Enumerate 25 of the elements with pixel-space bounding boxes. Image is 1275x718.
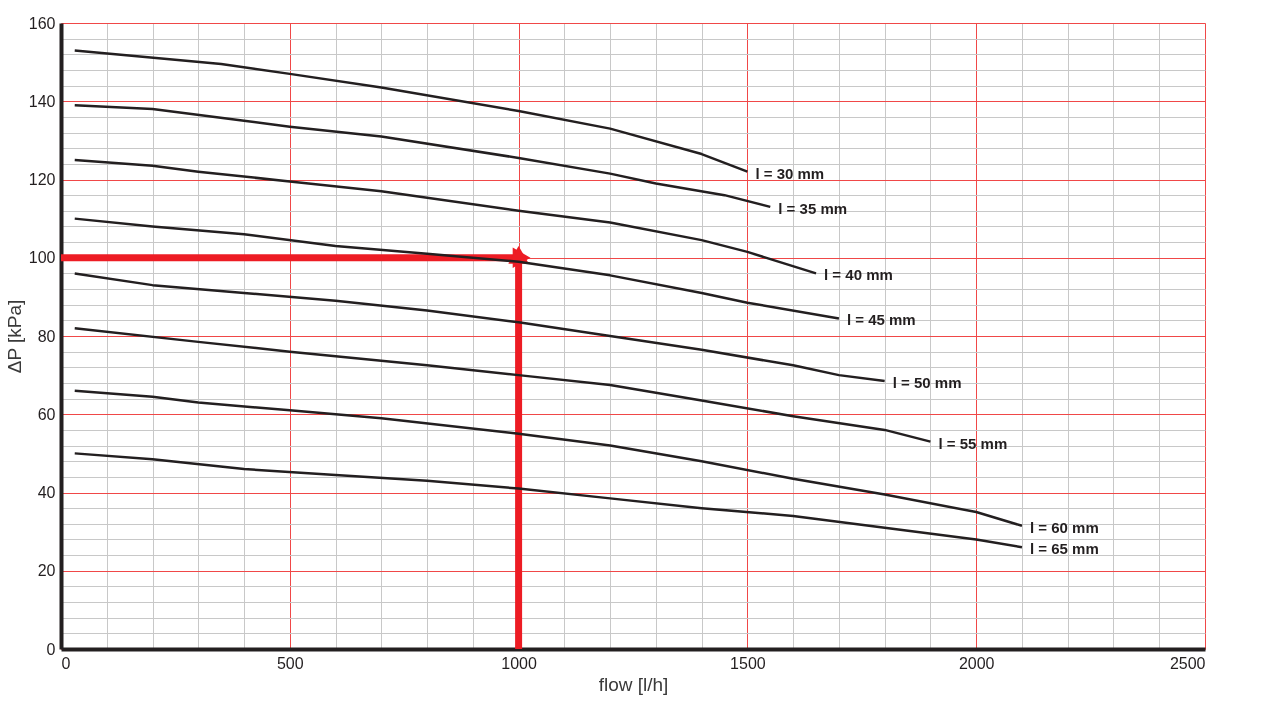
- y-tick-label: 40: [37, 484, 56, 501]
- y-tick-label: 140: [28, 92, 56, 110]
- series-label: l = 45 mm: [846, 311, 916, 329]
- series-label: l = 35 mm: [778, 199, 848, 217]
- series-label: l = 30 mm: [755, 164, 825, 182]
- y-tick-label: 100: [28, 249, 56, 267]
- series-label: l = 55 mm: [938, 434, 1008, 452]
- x-tick-label: 2500: [1169, 654, 1206, 672]
- y-tick-label: 80: [37, 327, 56, 345]
- y-axis-title: ΔP [kPa]: [3, 299, 25, 374]
- x-axis-title: flow [l/h]: [598, 673, 669, 695]
- x-tick-label: 1000: [501, 654, 537, 672]
- series-label: l = 60 mm: [1029, 518, 1099, 536]
- series-label: l = 65 mm: [1029, 540, 1099, 558]
- y-tick-label: 120: [28, 171, 56, 188]
- y-tick-label: 60: [37, 405, 56, 423]
- x-tick-label: 500: [276, 654, 304, 672]
- y-tick-label: 160: [28, 14, 56, 32]
- x-tick-label: 0: [61, 654, 71, 672]
- x-tick-label: 1500: [730, 654, 766, 672]
- x-tick-label: 2000: [958, 654, 995, 672]
- y-tick-label: 0: [46, 640, 56, 658]
- y-tick-label: 20: [37, 562, 56, 580]
- series-label: l = 50 mm: [892, 373, 962, 391]
- series-label: l = 40 mm: [824, 266, 893, 284]
